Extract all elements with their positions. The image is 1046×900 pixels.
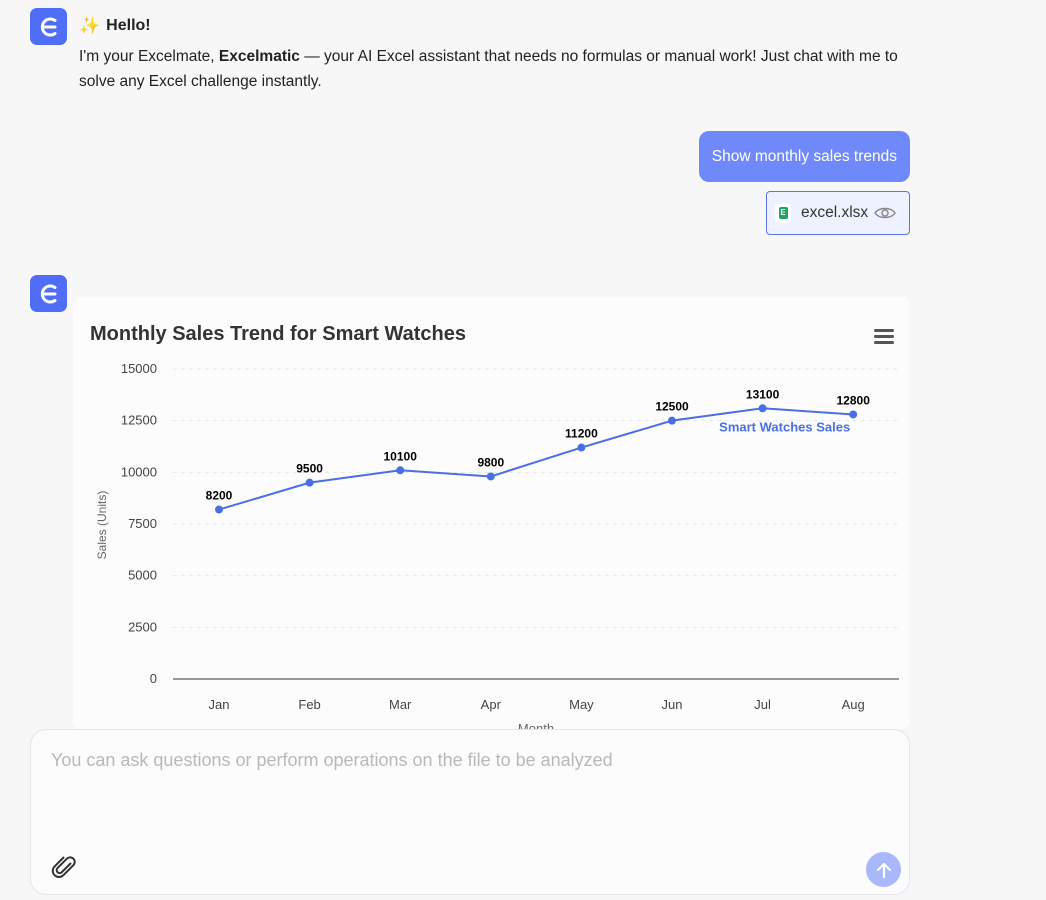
data-label: 9500 xyxy=(296,462,323,476)
data-label: 11200 xyxy=(565,427,598,441)
message-input[interactable] xyxy=(51,750,891,840)
data-label: 8200 xyxy=(206,489,233,503)
brand-name: Excelmatic xyxy=(218,48,300,65)
sparkle-icon: ✨ xyxy=(79,16,101,35)
arrow-up-icon xyxy=(876,862,891,878)
x-axis-label: Month xyxy=(518,721,554,729)
chart-card: Monthly Sales Trend for Smart Watches 0 2… xyxy=(73,297,910,729)
y-tick-label: 12500 xyxy=(121,413,157,428)
data-label: 13100 xyxy=(746,387,780,401)
data-label: 9800 xyxy=(477,455,504,469)
message-composer xyxy=(30,729,910,895)
data-label: 10100 xyxy=(384,449,418,463)
excelmatic-logo-icon xyxy=(40,17,56,36)
data-point xyxy=(758,404,767,413)
x-tick-label: Feb xyxy=(298,697,320,712)
x-tick-label: Mar xyxy=(389,697,412,712)
y-axis-label: Sales (Units) xyxy=(95,491,109,560)
series-label: Smart Watches Sales xyxy=(719,419,850,434)
data-point xyxy=(577,443,586,452)
x-tick-label: Jun xyxy=(662,697,683,712)
y-tick-label: 10000 xyxy=(121,464,157,479)
y-tick-label: 15000 xyxy=(121,361,157,376)
user-message-text: Show monthly sales trends xyxy=(711,147,897,165)
data-point xyxy=(849,410,858,419)
data-point xyxy=(486,472,495,481)
x-tick-label: Aug xyxy=(842,697,865,712)
x-tick-label: Jul xyxy=(754,697,771,712)
greeting-title: ✨ Hello! xyxy=(79,16,151,35)
hamburger-menu-icon[interactable] xyxy=(874,329,894,345)
y-tick-label: 2500 xyxy=(128,619,157,634)
assistant-avatar xyxy=(30,8,67,45)
x-tick-label: May xyxy=(569,697,594,712)
user-message-bubble: Show monthly sales trends xyxy=(698,131,910,182)
data-point xyxy=(396,466,405,475)
send-button[interactable] xyxy=(866,852,901,887)
eye-icon[interactable] xyxy=(874,206,897,220)
data-point xyxy=(668,416,676,425)
y-tick-label: 5000 xyxy=(128,568,157,583)
excelmatic-logo-icon xyxy=(40,284,56,303)
x-tick-label: Apr xyxy=(481,697,502,712)
data-label: 12500 xyxy=(655,400,689,414)
greeting-text: I'm your Excelmate, Excelmatic — your AI… xyxy=(79,48,898,90)
y-tick-label: 0 xyxy=(150,671,157,686)
data-label: 12800 xyxy=(837,393,871,407)
chart-title: Monthly Sales Trend for Smart Watches xyxy=(90,323,467,345)
attachment-chip[interactable]: E excel.xlsx xyxy=(766,191,910,235)
attachment-name: excel.xlsx xyxy=(801,204,869,221)
line-chart: 0 2500 5000 7500 10000 12500 15000 Jan Feb Mar Apr… xyxy=(95,361,899,729)
excel-file-icon: E xyxy=(775,203,791,223)
data-point xyxy=(215,505,223,514)
series-line xyxy=(218,407,854,511)
data-point xyxy=(305,478,314,487)
y-tick-label: 7500 xyxy=(128,516,157,531)
assistant-greeting-message: ✨ Hello! I'm your Excelmate, Excelmatic … xyxy=(79,16,919,94)
x-tick-label: Jan xyxy=(209,697,230,712)
paperclip-icon[interactable] xyxy=(51,854,79,887)
assistant-avatar xyxy=(30,275,67,312)
